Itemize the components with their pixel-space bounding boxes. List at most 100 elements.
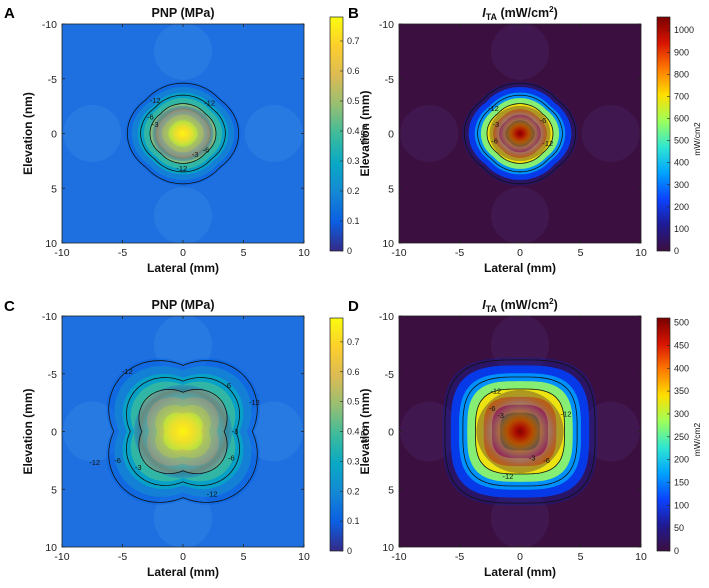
colorbar-tick-label: 200 — [674, 455, 689, 465]
heatmap-area: -3-3-6-6-12-12-12 — [399, 316, 641, 547]
x-tick-label: -10 — [391, 551, 406, 563]
colorbar-tick-label: 0.3 — [347, 156, 360, 166]
contour-label: -6 — [543, 456, 550, 465]
panel-letter: B — [348, 5, 359, 22]
title-close: ) — [554, 298, 558, 312]
colorbar — [656, 16, 671, 252]
focal-glow — [489, 105, 551, 162]
x-tick-label: 10 — [298, 247, 310, 259]
colorbar-tick-label: 0.4 — [347, 427, 360, 437]
panel-letter: A — [4, 5, 15, 22]
colorbar-tick-label: 1000 — [674, 25, 694, 35]
side-lobe — [581, 105, 640, 162]
contour-label: -6 — [489, 404, 496, 413]
chart-title: ITA (mW/cm2) — [482, 5, 558, 22]
x-tick-label: 5 — [241, 551, 247, 563]
focal-glow — [476, 389, 564, 474]
y-axis-label: Elevation (nm) — [21, 92, 35, 175]
title-sup: 2 — [549, 5, 554, 14]
colorbar-tick-label: 800 — [674, 69, 689, 79]
colorbar-tick-label: 900 — [674, 47, 689, 57]
contour-label: -3 — [135, 463, 142, 472]
x-tick-label: -5 — [118, 551, 127, 563]
contour-label: -12 — [488, 104, 499, 113]
title-end: (mW/cm — [497, 298, 549, 312]
contour-line — [477, 94, 563, 173]
side-lobe — [153, 24, 213, 80]
y-tick-label: 10 — [382, 238, 394, 250]
colorbar-tick-label: 400 — [674, 363, 689, 373]
side-lobe — [400, 105, 459, 162]
colorbar — [329, 16, 344, 252]
colorbar-tick-label: 150 — [674, 477, 689, 487]
x-tick-label: 0 — [180, 551, 186, 563]
colorbar-tick-label: 300 — [674, 409, 689, 419]
colorbar-tick-label: 450 — [674, 340, 689, 350]
x-tick-label: 5 — [578, 247, 584, 259]
side-lobe — [153, 187, 213, 243]
contour-label: -3 — [232, 427, 239, 436]
contour-label: -12 — [150, 96, 161, 105]
contour-label: -12 — [490, 387, 501, 396]
contour-label: -12 — [204, 98, 215, 107]
contour-label: -12 — [176, 164, 187, 173]
contour-line — [475, 388, 565, 475]
colorbar-tick-label: 0.5 — [347, 397, 360, 407]
colorbar-tick-label: 0.4 — [347, 126, 360, 136]
contour-label: -12 — [502, 472, 513, 481]
y-tick-label: -5 — [385, 369, 394, 381]
title-close: ) — [554, 6, 558, 20]
colorbar-tick-label: 0 — [674, 546, 679, 556]
colorbar-unit: MPa — [359, 425, 369, 443]
colorbar-tick-label: 0.7 — [347, 337, 360, 347]
x-axis-label: Lateral (mm) — [484, 261, 556, 275]
colorbar-tick-label: 0.6 — [347, 367, 360, 377]
x-tick-label: 0 — [517, 551, 523, 563]
focal-glow — [133, 384, 233, 479]
colorbar — [329, 317, 344, 552]
side-lobe — [490, 24, 550, 80]
chart-title: ITA (mW/cm2) — [482, 297, 558, 314]
y-tick-label: 5 — [388, 183, 394, 195]
colorbar-tick-label: 0.2 — [347, 186, 360, 196]
heatmap-area: -3-3-6-6-12-12-12 — [62, 24, 304, 243]
contour-label: -12 — [542, 139, 553, 148]
colorbar-tick-label: 0 — [347, 546, 352, 556]
y-tick-label: 5 — [388, 484, 394, 496]
heatmap-area: -3 -6 -6 -12 -12 — [399, 24, 641, 243]
y-tick-label: -5 — [48, 369, 57, 381]
y-tick-label: 5 — [51, 183, 57, 195]
y-tick-label: -5 — [48, 74, 57, 86]
contour-label: -3 — [152, 120, 159, 129]
x-tick-label: -5 — [118, 247, 127, 259]
contour-line — [140, 94, 226, 173]
contour-label: -6 — [114, 456, 121, 465]
contour-line — [126, 82, 240, 185]
contour-line — [138, 388, 228, 475]
heatmap-area: -3 -3 -6 -6 -6 -12 -12 -12 -12 — [62, 316, 304, 547]
side-lobe — [490, 187, 550, 243]
panel-a: A-3-3-6-6-12 -12-12-10 -5 0 5 10-10-50510Late… — [4, 5, 369, 275]
panel-letter: C — [4, 298, 15, 315]
contour-label: -3 — [497, 411, 504, 420]
contour-line — [463, 82, 577, 185]
contour-label: -6 — [203, 145, 210, 154]
colorbar-tick-label: 300 — [674, 180, 689, 190]
contour-line — [486, 103, 554, 164]
colorbar-tick-label: 100 — [674, 500, 689, 510]
colorbar-tick-label: 700 — [674, 91, 689, 101]
colorbar-tick-label: 100 — [674, 224, 689, 234]
contour-label: -6 — [147, 113, 154, 122]
contour-line — [462, 376, 578, 487]
side-lobe — [244, 105, 303, 162]
contour-label: -12 — [207, 489, 218, 498]
title-sub: TA — [486, 12, 498, 22]
contour-line — [149, 103, 217, 164]
title-main: I — [482, 298, 486, 312]
y-axis-label: Elevation (mm) — [358, 90, 372, 176]
x-tick-label: -10 — [54, 551, 69, 563]
colorbar-tick-label: 0 — [347, 246, 352, 256]
x-tick-label: -5 — [455, 247, 464, 259]
